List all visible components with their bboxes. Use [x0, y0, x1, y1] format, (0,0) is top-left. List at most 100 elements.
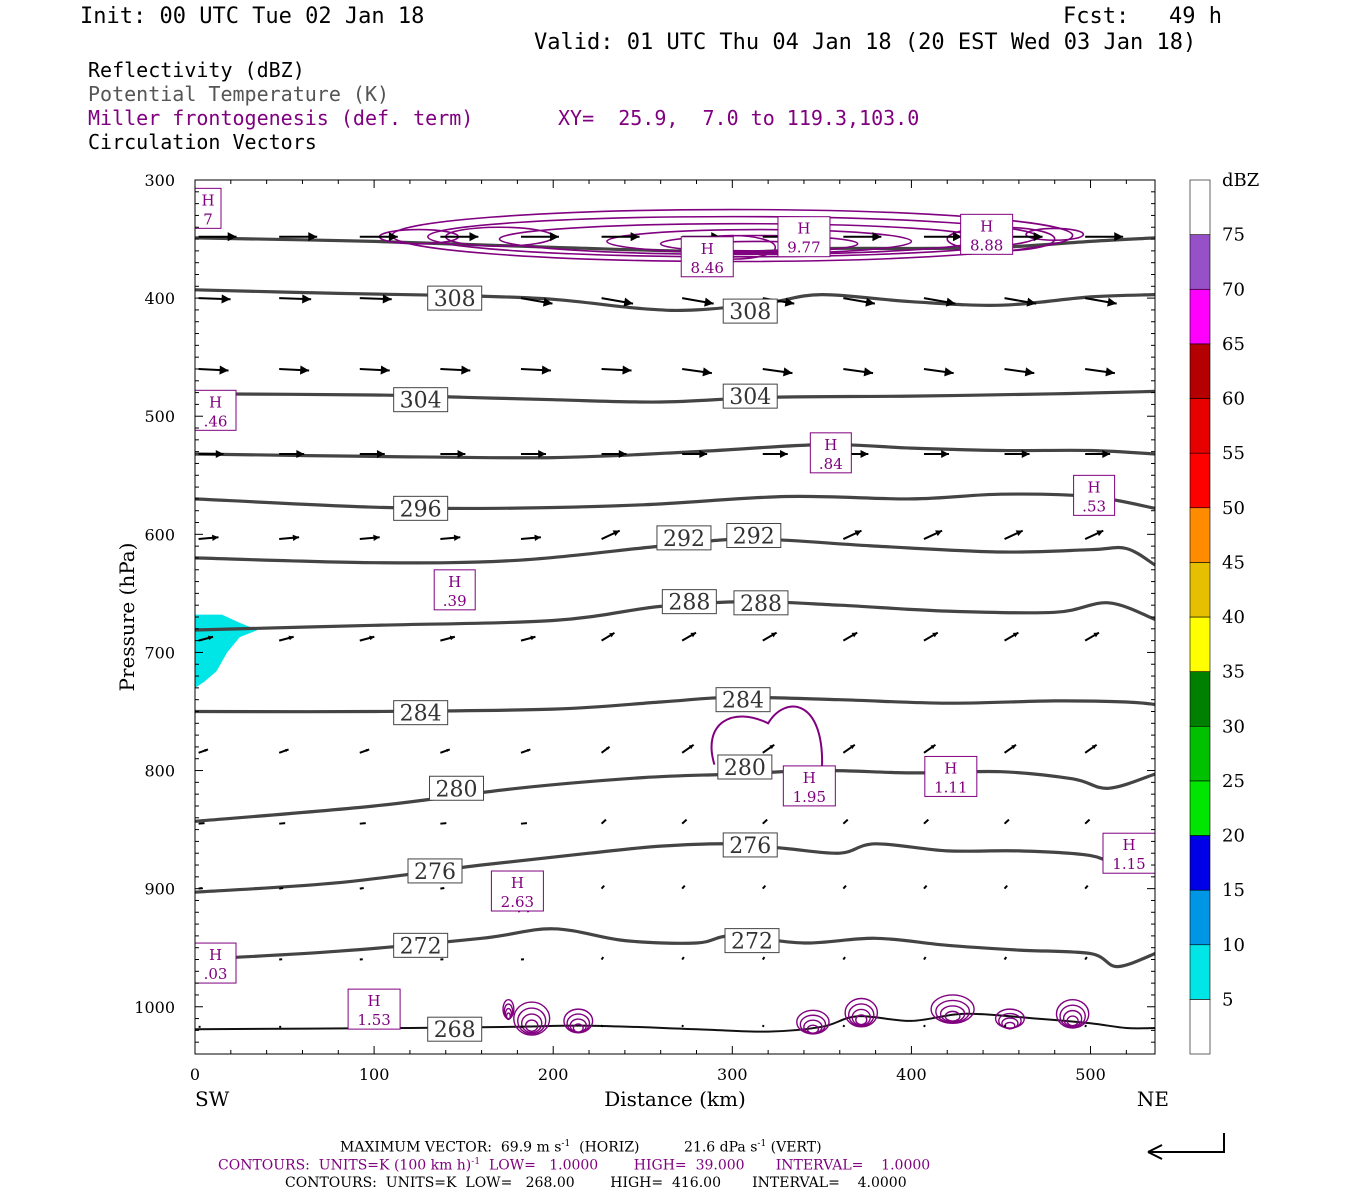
fronto-band-2 — [498, 222, 984, 256]
vector-head — [704, 297, 714, 307]
circulation-vector-4-10 — [1004, 529, 1024, 540]
fronto-max-value: 2.63 — [501, 893, 534, 911]
circulation-vector-5-8 — [842, 631, 858, 642]
circulation-vector-10-11 — [1084, 1024, 1087, 1028]
theta-label-box — [722, 298, 778, 324]
circulation-vector-2-4 — [520, 365, 551, 375]
colorbar-label-65: 65 — [1222, 334, 1245, 355]
vector-head — [373, 534, 380, 542]
fronto-max-box — [960, 213, 1014, 255]
circulation-vector-4-8 — [842, 529, 862, 540]
circulation-vector-4-5 — [601, 529, 621, 540]
circulation-vector-5-5 — [601, 632, 615, 642]
fronto-surface-blob-6-0 — [1055, 998, 1090, 1029]
theta-label-284-7-1: 284 — [715, 687, 771, 714]
y-tick-label-400: 400 — [144, 289, 175, 308]
circulation-vector-4-11 — [1084, 529, 1104, 540]
colorbar-label-75: 75 — [1222, 225, 1245, 246]
colorbar-swatch-9 — [1189, 507, 1211, 563]
theta-label-308-1-0: 308 — [427, 285, 483, 312]
vector-head — [863, 367, 874, 377]
fronto-surface-blob-4-2 — [939, 1005, 966, 1023]
colorbar-swatch-15 — [1189, 179, 1211, 235]
vector-head — [784, 297, 795, 307]
colorbar-label-60: 60 — [1222, 389, 1245, 410]
vector-head — [944, 367, 954, 377]
circulation-vector-3-0 — [198, 450, 224, 458]
fronto-mid-loop — [710, 705, 823, 771]
theta-label-text: 296 — [400, 497, 442, 522]
fronto-surface-blob-4-0 — [930, 994, 975, 1024]
theta-label-box — [715, 687, 771, 713]
legend-reflectivity: Reflectivity (dBZ) — [88, 58, 305, 82]
colorbar-swatch-5 — [1189, 725, 1211, 782]
vector-head — [849, 744, 855, 750]
circulation-vector-6-7 — [762, 743, 775, 754]
vector-head — [845, 819, 848, 822]
fronto-max-letter: H — [209, 946, 222, 964]
colorbar-label-20: 20 — [1222, 826, 1245, 847]
vector-head — [688, 744, 694, 750]
theta-label-box — [726, 523, 782, 549]
circulation-vector-8-3 — [440, 886, 445, 890]
footer-contours-fronto: CONTOURS: UNITS=K (100 km h)-1 LOW= 1.00… — [218, 1157, 931, 1174]
circulation-vectors-layer — [198, 232, 1124, 1028]
vector-shaft — [761, 1024, 765, 1028]
vector-head — [538, 450, 546, 458]
vector-head — [935, 530, 943, 537]
circulation-vector-1-0 — [198, 294, 231, 304]
fronto-max-12: H.03 — [194, 942, 237, 984]
vector-head — [300, 365, 310, 375]
fronto-max-box — [194, 942, 237, 984]
legend-vectors: Circulation Vectors — [88, 130, 317, 154]
fronto-max-box — [1102, 832, 1156, 874]
circulation-vector-10-7 — [761, 1024, 765, 1028]
fronto-max-box — [782, 765, 836, 807]
circulation-vector-9-9 — [923, 956, 927, 961]
fronto-max-10: H1.15 — [1102, 832, 1156, 874]
vector-head — [783, 367, 793, 377]
vector-shaft — [681, 956, 685, 961]
circulation-vector-2-1 — [279, 365, 310, 375]
circulation-vector-1-5 — [601, 297, 634, 307]
theta-contour-272-10 — [194, 927, 1156, 969]
theta-label-box — [393, 495, 449, 521]
theta-contour-300-3 — [194, 442, 1156, 460]
theta-label-288-6-1: 288 — [733, 590, 789, 617]
fronto-max-8: H1.95 — [782, 765, 836, 807]
theta-label-308-1-1: 308 — [722, 298, 778, 325]
circulation-vector-7-8 — [842, 818, 849, 825]
fronto-max-value: .84 — [819, 455, 843, 473]
circulation-vector-1-8 — [843, 297, 876, 307]
circulation-vector-2-2 — [359, 365, 390, 375]
fronto-max-letter: H — [944, 759, 957, 777]
circulation-vector-1-11 — [1084, 297, 1117, 307]
vector-head — [457, 450, 466, 458]
theta-label-text: 276 — [729, 834, 771, 859]
circulation-vector-3-2 — [359, 450, 385, 458]
fronto-max-letter: H — [201, 191, 214, 209]
circulation-vector-3-5 — [601, 450, 627, 458]
colorbar-swatch-1 — [1189, 944, 1211, 1000]
vector-shaft — [923, 884, 928, 890]
circulation-vector-6-1 — [278, 748, 289, 754]
colorbar-label-55: 55 — [1222, 443, 1245, 464]
circulation-vector-10-8 — [842, 1024, 846, 1028]
vector-head — [525, 822, 527, 825]
circulation-vector-1-10 — [1004, 297, 1037, 307]
vector-head — [207, 635, 214, 641]
theta-label-box — [717, 754, 773, 780]
circulation-vector-6-5 — [600, 746, 611, 754]
x-tick-label-400: 400 — [896, 1065, 927, 1084]
circulation-vector-9-11 — [1084, 956, 1088, 961]
circulation-vector-0-2 — [359, 232, 398, 242]
fronto-surface-blob-4-3 — [944, 1010, 961, 1022]
circulation-vector-5-0 — [198, 635, 214, 642]
vector-head — [926, 819, 929, 822]
circulation-vector-5-6 — [681, 631, 697, 642]
vector-head — [288, 635, 294, 641]
vector-head — [363, 822, 366, 825]
vector-head — [1105, 367, 1115, 377]
x-end-label-sw: SW — [195, 1087, 230, 1111]
vector-shaft — [923, 956, 927, 961]
